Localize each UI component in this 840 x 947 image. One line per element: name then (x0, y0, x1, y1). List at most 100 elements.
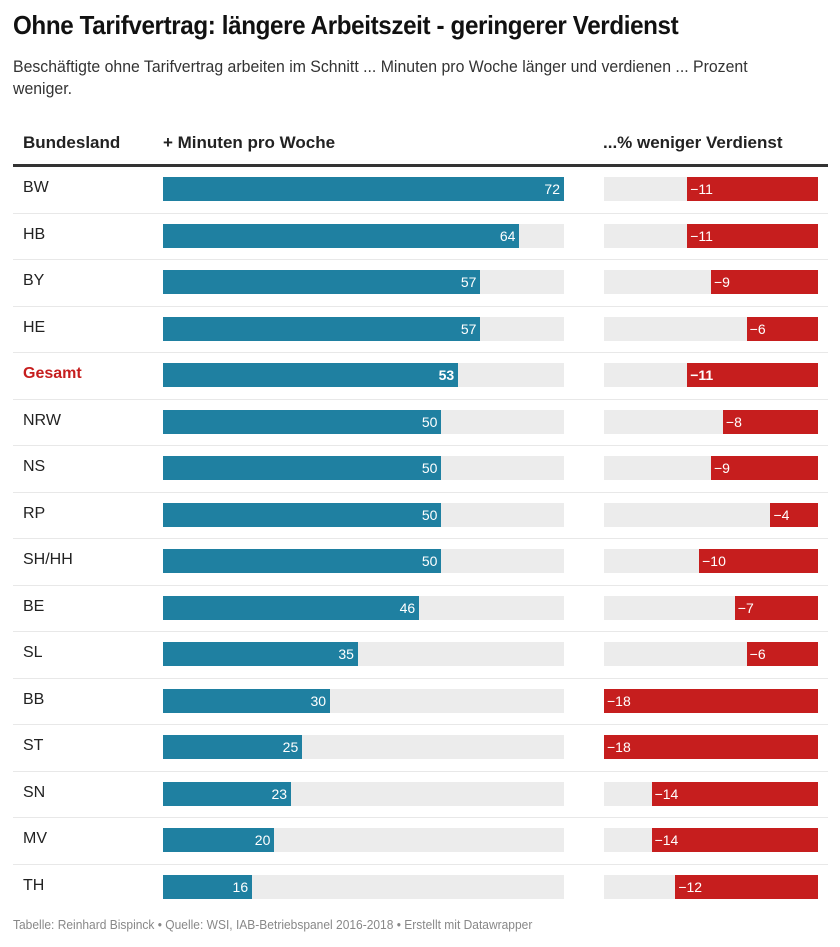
pct-bar-track: −10 (604, 549, 818, 573)
pct-value-label: −4 (773, 506, 790, 523)
pct-value-label: −11 (690, 367, 714, 383)
minutes-value-label: 16 (232, 878, 249, 895)
table-row: BB 30 −18 (13, 679, 828, 725)
minutes-bar: 16 (163, 874, 253, 899)
table-row: BE 46 −7 (13, 586, 828, 632)
table-row: RP 50 −4 (13, 493, 828, 539)
minutes-value-label: 50 (421, 413, 438, 430)
minutes-bar: 50 (163, 456, 442, 480)
minutes-bar-track: 57 (163, 316, 564, 341)
table-row: ST 25 −18 (13, 725, 828, 772)
minutes-bar: 46 (163, 595, 420, 620)
chart-subtitle: Beschäftigte ohne Tarifvertrag arbeiten … (13, 58, 748, 98)
minutes-bar: 53 (163, 363, 459, 387)
pct-bar: −11 (687, 177, 818, 201)
minutes-bar: 50 (163, 502, 442, 527)
pct-value-label: −14 (654, 832, 679, 848)
pct-bar-track: −9 (604, 456, 818, 480)
minutes-bar-track: 53 (163, 363, 564, 387)
minutes-value-label: 25 (282, 739, 299, 755)
minutes-bar: 50 (163, 549, 442, 573)
minutes-value-label: 64 (499, 227, 516, 244)
pct-bar: −14 (651, 781, 818, 806)
minutes-bar-track: 16 (163, 874, 564, 899)
minutes-bar: 72 (163, 177, 564, 201)
minutes-bar-track: 50 (163, 502, 564, 527)
pct-bar: −14 (651, 828, 818, 852)
column-header-pct[interactable]: ...% weniger Verdienst (603, 133, 783, 152)
table-row: SL 35 −6 (13, 632, 828, 679)
pct-bar: −4 (770, 502, 818, 527)
pct-value-label: −9 (714, 274, 730, 290)
table-row: BY 57 −9 (13, 260, 828, 307)
pct-bar: −7 (734, 595, 818, 620)
minutes-value-label: 46 (399, 599, 416, 616)
minutes-bar: 20 (163, 828, 275, 852)
pct-value-label: −18 (607, 739, 631, 755)
table-body: BW 72 −11 HB 64 −11 BY 57 −9 HE 57 −6 Gesamt 53 −11 NRW… (13, 167, 828, 910)
data-table: Bundesland + Minuten pro Woche ...% weni… (13, 120, 828, 910)
pct-bar: −10 (699, 549, 818, 573)
pct-bar: −12 (675, 874, 818, 899)
pct-bar-track: −12 (604, 874, 818, 899)
minutes-bar: 57 (163, 270, 481, 294)
minutes-value-label: 53 (438, 367, 455, 383)
table-row: BW 72 −11 (13, 167, 828, 214)
table-row: HB 64 −11 (13, 214, 828, 260)
table-row: TH 16 −12 (13, 865, 828, 911)
table-row: SH/HH 50 −10 (13, 539, 828, 586)
minutes-value-label: 50 (421, 506, 438, 523)
column-header-bundesland[interactable]: Bundesland (23, 133, 121, 152)
minutes-bar: 25 (163, 735, 303, 759)
pct-bar-track: −18 (604, 735, 818, 759)
minutes-bar-track: 23 (163, 781, 564, 806)
minutes-bar: 50 (163, 409, 442, 434)
table-row: SN 23 −14 (13, 772, 828, 818)
minutes-bar-track: 25 (163, 735, 564, 759)
minutes-bar: 30 (163, 688, 331, 713)
pct-bar-track: −7 (604, 595, 818, 620)
pct-value-label: −6 (749, 320, 766, 337)
minutes-bar: 23 (163, 781, 292, 806)
pct-value-label: −12 (678, 878, 703, 895)
row-label: BB (23, 690, 45, 708)
row-label: RP (23, 504, 46, 522)
pct-bar: −18 (604, 735, 818, 759)
pct-bar: −8 (722, 409, 818, 434)
table-row: HE 57 −6 (13, 307, 828, 353)
minutes-value-label: 57 (460, 274, 477, 290)
pct-bar-track: −6 (604, 642, 818, 666)
pct-bar-track: −11 (604, 223, 818, 248)
row-label: ST (23, 737, 44, 754)
row-label: TH (23, 876, 45, 894)
minutes-value-label: 72 (544, 181, 560, 197)
minutes-bar-track: 72 (163, 177, 564, 201)
row-label: NRW (23, 411, 61, 429)
row-label: BE (23, 597, 45, 615)
minutes-bar-track: 35 (163, 642, 564, 666)
pct-bar: −18 (604, 688, 818, 713)
pct-bar: −9 (711, 270, 818, 294)
pct-bar-track: −11 (604, 177, 818, 201)
chart-title: Ohne Tarifvertrag: längere Arbeitszeit -… (13, 10, 679, 40)
minutes-bar-track: 46 (163, 595, 564, 620)
pct-value-label: −7 (737, 599, 754, 616)
pct-bar-track: −8 (604, 409, 818, 434)
minutes-bar-track: 30 (163, 688, 564, 713)
minutes-value-label: 23 (271, 785, 288, 802)
row-label: SH/HH (23, 551, 73, 568)
minutes-value-label: 30 (310, 692, 327, 709)
minutes-value-label: 50 (421, 553, 438, 569)
minutes-bar-track: 64 (163, 223, 564, 248)
pct-value-label: −14 (654, 785, 679, 802)
minutes-bar-track: 20 (163, 828, 564, 852)
pct-bar: −6 (746, 316, 818, 341)
pct-value-label: −11 (690, 227, 713, 244)
pct-bar-track: −9 (604, 270, 818, 294)
minutes-value-label: 20 (254, 832, 271, 848)
table-row: NS 50 −9 (13, 446, 828, 493)
column-header-minutes[interactable]: + Minuten pro Woche (163, 133, 336, 152)
row-label: NS (23, 458, 46, 475)
minutes-bar-track: 57 (163, 270, 564, 294)
minutes-bar: 57 (163, 316, 481, 341)
